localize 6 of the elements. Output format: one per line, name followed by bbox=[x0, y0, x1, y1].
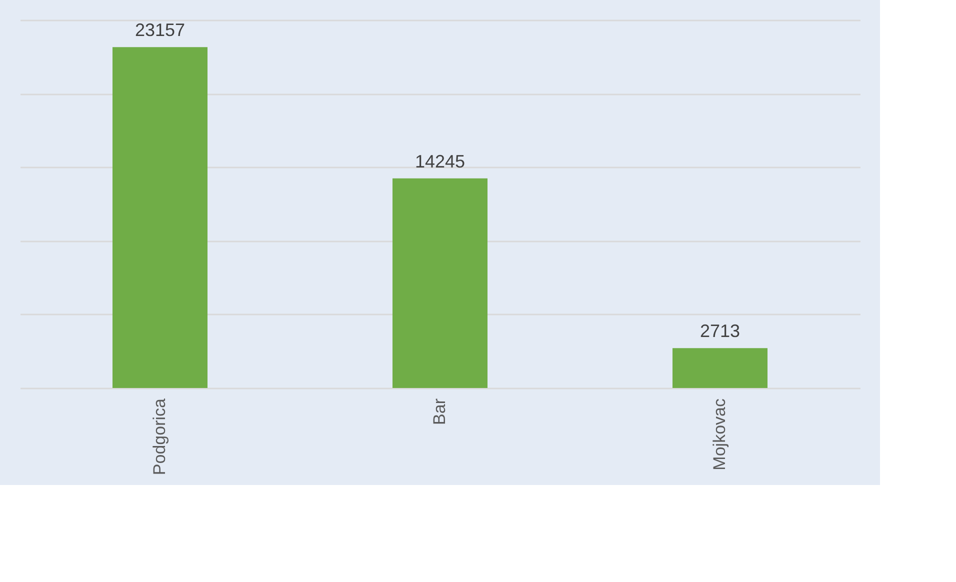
data-label: 23157 bbox=[134, 20, 186, 40]
data-label: 14245 bbox=[414, 151, 466, 172]
x-tick-label: Podgorica bbox=[150, 398, 169, 476]
x-tick-label: Bar bbox=[430, 398, 449, 425]
data-label: 2713 bbox=[700, 321, 740, 342]
x-tick-label: Mojkovac bbox=[710, 398, 729, 470]
